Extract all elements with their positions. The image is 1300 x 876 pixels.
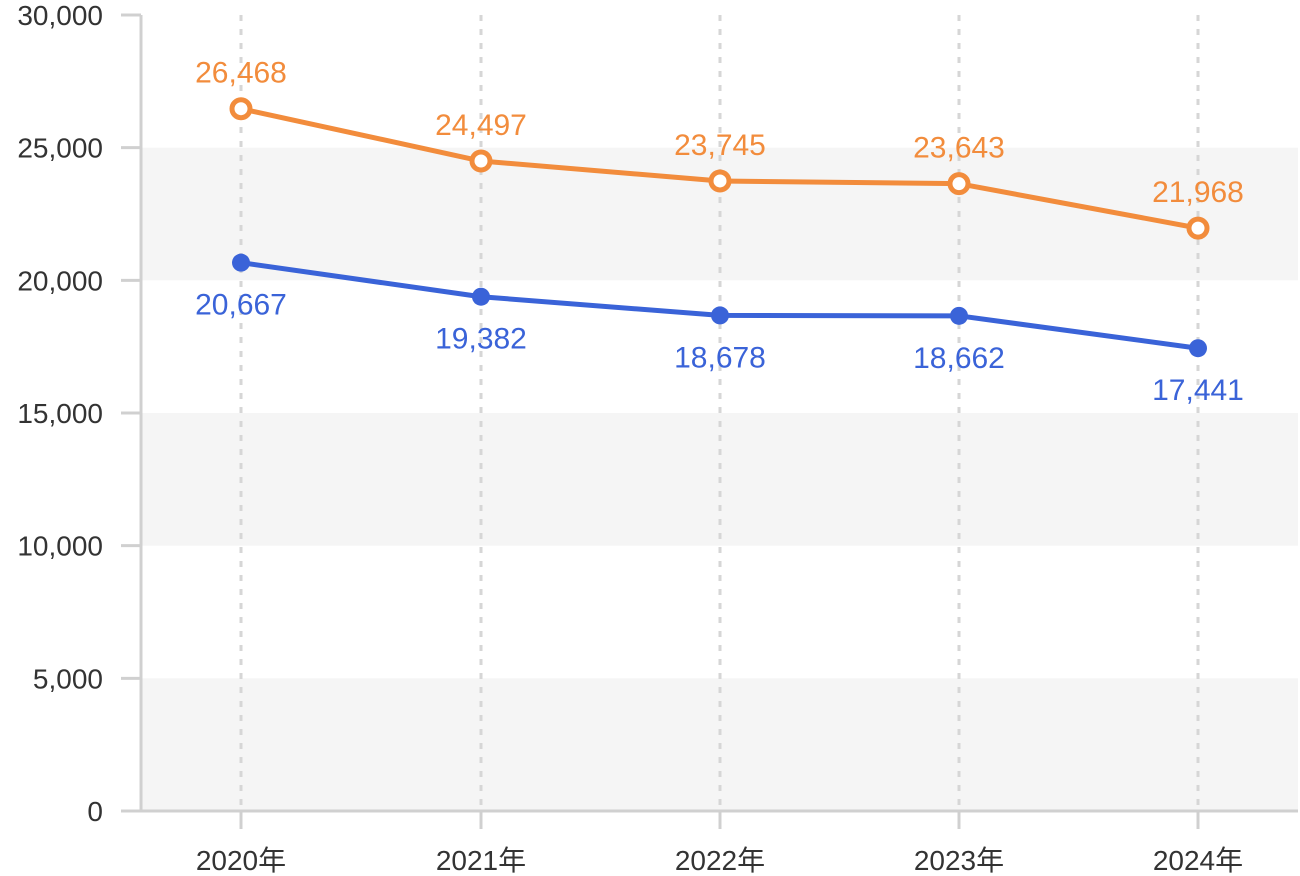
data-label: 23,745 bbox=[674, 129, 766, 162]
x-axis-tick-labels: 2020年 2021年 2022年 2023年 2024年 bbox=[196, 845, 1243, 876]
data-label: 19,382 bbox=[435, 323, 527, 356]
data-point bbox=[229, 97, 253, 121]
data-label: 26,468 bbox=[195, 57, 287, 90]
y-tick-label: 0 bbox=[87, 796, 103, 827]
y-tick-label: 20,000 bbox=[17, 265, 103, 296]
y-axis-tick-labels: 0 5,000 10,000 15,000 20,000 25,000 30,000 bbox=[17, 0, 103, 827]
data-point bbox=[1186, 216, 1210, 240]
y-tick-label: 30,000 bbox=[17, 0, 103, 31]
data-label: 23,643 bbox=[913, 132, 1005, 165]
y-tick-label: 5,000 bbox=[33, 663, 103, 694]
data-label: 18,662 bbox=[913, 342, 1005, 375]
data-label: 21,968 bbox=[1152, 176, 1244, 209]
series-2: 20,667 19,382 18,678 18,662 17,441 bbox=[195, 253, 1244, 407]
data-label: 18,678 bbox=[674, 341, 766, 374]
x-tick-label: 2020年 bbox=[196, 845, 286, 876]
data-point bbox=[1189, 339, 1207, 358]
y-tick-label: 15,000 bbox=[17, 398, 103, 429]
series-layer: 26,468 24,497 23,745 23,643 21,968 20,667 19,3… bbox=[195, 57, 1244, 408]
x-tick-label: 2022年 bbox=[675, 845, 765, 876]
x-tick-label: 2024年 bbox=[1153, 845, 1243, 876]
vertical-gridlines bbox=[239, 15, 1200, 811]
data-point bbox=[232, 253, 250, 272]
data-label: 24,497 bbox=[435, 109, 527, 142]
y-tick-label: 25,000 bbox=[17, 133, 103, 164]
axes bbox=[121, 13, 1298, 829]
data-point bbox=[708, 169, 732, 193]
data-point bbox=[947, 172, 971, 196]
data-point bbox=[472, 287, 490, 306]
data-point bbox=[469, 149, 493, 173]
data-label: 17,441 bbox=[1152, 374, 1244, 407]
series-1: 26,468 24,497 23,745 23,643 21,968 bbox=[195, 57, 1244, 240]
x-tick-label: 2021年 bbox=[436, 845, 526, 876]
data-point bbox=[950, 306, 968, 325]
data-label: 20,667 bbox=[195, 289, 287, 322]
x-tick-label: 2023年 bbox=[914, 845, 1004, 876]
data-point bbox=[711, 306, 729, 325]
y-tick-label: 10,000 bbox=[17, 531, 103, 562]
